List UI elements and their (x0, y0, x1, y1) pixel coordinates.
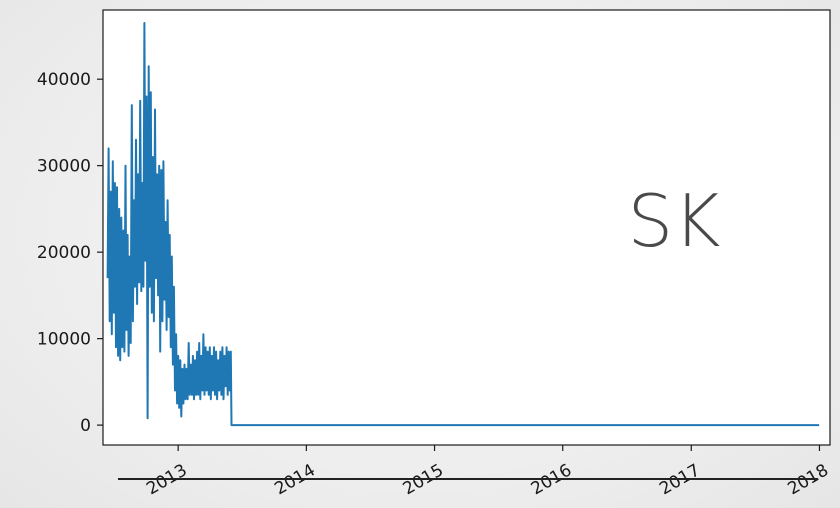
overlay-label: SK (628, 179, 721, 263)
caption-rule (118, 478, 818, 480)
y-tick-label: 30000 (37, 157, 91, 177)
y-tick-label: 40000 (37, 70, 91, 90)
y-tick-label: 10000 (37, 330, 91, 350)
y-axis: 0 10000 20000 30000 40000 (37, 70, 103, 436)
y-tick-label: 20000 (37, 243, 91, 263)
series-line (106, 22, 820, 427)
y-tick-label: 0 (80, 416, 91, 436)
plot-frame (102, 9, 831, 446)
series-layer (106, 22, 820, 427)
x-axis: 2013 2014 2015 2016 2017 2018 (143, 445, 832, 499)
